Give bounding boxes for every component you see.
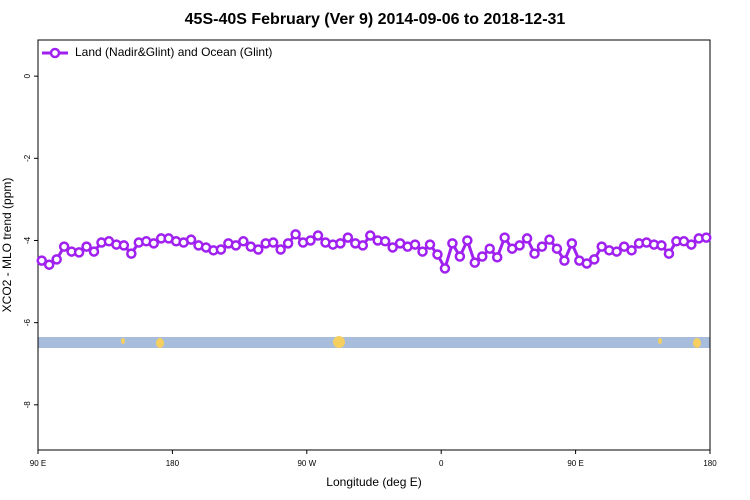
point [253,244,264,255]
point [275,244,286,255]
point [126,248,137,259]
point [379,236,391,247]
land-patch [658,338,662,344]
point [611,246,622,257]
point [477,251,488,262]
y-tick-label: -8 [23,401,32,409]
point [529,248,540,259]
y-axis-label: XCO2 - MLO trend (ppm) [0,178,14,313]
point [544,234,555,245]
point [626,245,637,256]
point [536,241,548,252]
x-tick-label: 90 E [567,459,583,468]
point [469,257,481,268]
point [290,229,301,240]
point [462,235,473,246]
point [581,258,593,269]
point [514,240,525,251]
point [656,240,667,251]
point [447,238,458,249]
point [663,248,675,259]
y-tick-label: -4 [23,236,32,244]
point [305,235,316,246]
x-tick-label: 0 [439,459,444,468]
plot-frame [37,39,711,451]
point [88,246,100,257]
point [43,259,55,270]
point [387,242,398,253]
x-tick-label: 90 W [297,459,316,468]
point [559,255,570,266]
point [73,247,85,258]
point [58,241,70,252]
point [185,234,197,245]
point [36,255,47,266]
point [409,239,421,250]
legend-marker [49,47,61,59]
point [282,238,294,249]
point [589,254,600,265]
land-patch [121,338,125,344]
point [342,232,354,243]
point [267,237,279,248]
land-ocean-strip [38,336,710,348]
point [432,249,443,260]
point [499,232,510,243]
point [686,239,697,250]
point [484,243,495,254]
ocean-strip [38,337,710,348]
point [215,244,227,255]
point [51,254,62,265]
point [230,240,242,251]
point [81,241,92,252]
point [566,238,578,249]
chart-title: 45S-40S February (Ver 9) 2014-09-06 to 2… [185,11,566,28]
point [454,251,466,262]
land-patch [693,338,701,348]
point [701,232,712,243]
x-tick-label: 180 [703,459,717,468]
x-tick-label: 180 [166,459,180,468]
y-tick-label: -2 [23,154,32,162]
point [491,252,503,263]
point [335,238,346,249]
land-patch [156,338,164,348]
point [312,230,324,241]
y-tick-label: -6 [23,319,32,327]
point [424,239,436,250]
point [521,233,533,244]
point [238,236,249,247]
point [551,243,563,254]
legend-label: Land (Nadir&Glint) and Ocean (Glint) [75,45,272,59]
point [148,238,159,249]
x-axis-label: Longitude (deg E) [326,475,421,489]
point [439,263,451,274]
land-patch [333,336,345,348]
y-tick-label: 0 [23,73,32,78]
point [365,230,376,241]
point [357,240,369,251]
point [417,246,428,257]
point [118,240,130,251]
x-tick-label: 90 E [30,459,46,468]
